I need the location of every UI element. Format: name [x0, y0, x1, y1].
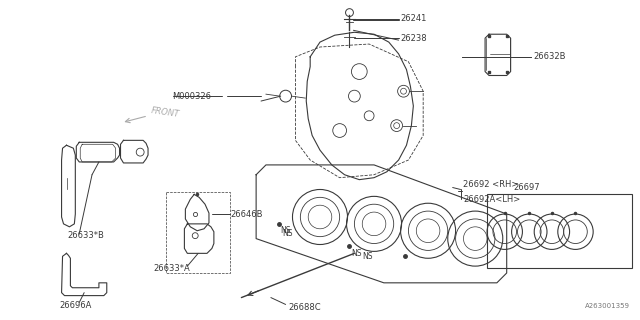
Text: 26241: 26241	[401, 14, 427, 23]
Text: 26633*A: 26633*A	[153, 264, 189, 273]
Text: NS: NS	[281, 226, 291, 235]
Text: 26692A<LH>: 26692A<LH>	[463, 195, 521, 204]
Text: 26696A: 26696A	[60, 301, 92, 310]
Text: 26633*B: 26633*B	[67, 231, 104, 240]
Text: NS: NS	[283, 229, 293, 238]
Text: 26238: 26238	[401, 34, 428, 43]
Text: 26692 <RH>: 26692 <RH>	[463, 180, 519, 189]
Text: FRONT: FRONT	[151, 106, 180, 119]
Text: M000326: M000326	[173, 92, 212, 100]
Text: NS: NS	[362, 252, 372, 261]
Text: 26697: 26697	[513, 183, 540, 192]
Text: 26646B: 26646B	[230, 210, 263, 219]
Text: NS: NS	[351, 249, 362, 258]
Text: 26632B: 26632B	[533, 52, 566, 61]
Text: 26688C: 26688C	[289, 303, 321, 312]
Bar	[487, 194, 632, 268]
Text: A263001359: A263001359	[584, 303, 630, 309]
Bar	[166, 192, 230, 273]
